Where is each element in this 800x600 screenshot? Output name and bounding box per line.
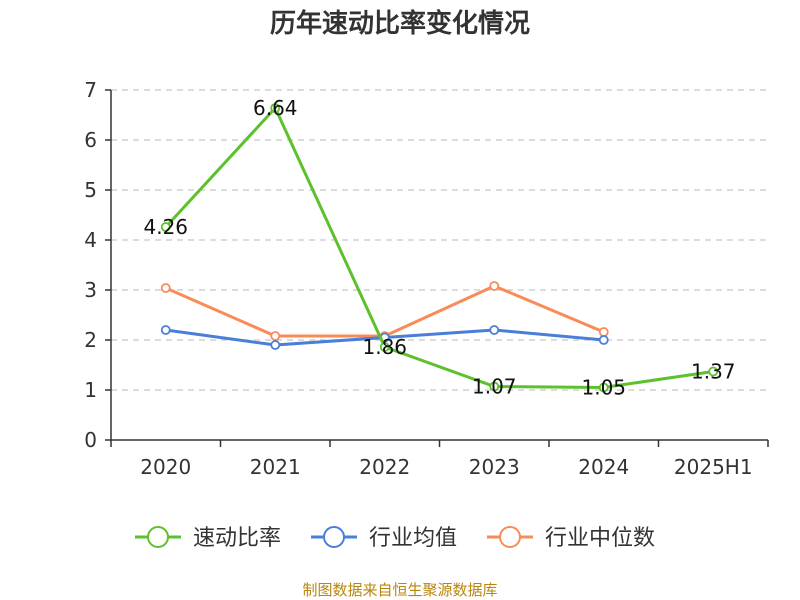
y-tick-label: 6 bbox=[84, 128, 97, 152]
y-tick-label: 7 bbox=[84, 78, 97, 102]
x-tick-label: 2021 bbox=[250, 455, 301, 479]
data-label: 1.05 bbox=[581, 376, 626, 400]
series-2-point bbox=[598, 327, 609, 337]
legend-item[interactable]: 行业中位数 bbox=[487, 526, 655, 551]
x-tick-label: 2020 bbox=[140, 455, 191, 479]
data-label: 4.26 bbox=[143, 215, 188, 239]
legend[interactable]: 速动比率 行业均值 行业中位数 bbox=[135, 526, 655, 551]
series-0-point bbox=[598, 382, 609, 393]
series-0-line bbox=[164, 106, 714, 389]
series-0-point bbox=[708, 366, 719, 377]
x-tick-label: 2024 bbox=[578, 455, 629, 479]
data-label: 1.37 bbox=[691, 360, 736, 384]
legend-item[interactable]: 速动比率 bbox=[135, 526, 281, 551]
series-0-point bbox=[489, 381, 500, 392]
series-2-line bbox=[165, 284, 605, 338]
source-note: 制图数据来自恒生聚源数据库 bbox=[302, 581, 497, 599]
y-tick-label: 0 bbox=[84, 428, 97, 452]
series-group bbox=[160, 103, 719, 393]
series-1-point bbox=[160, 325, 171, 335]
chart-title: 历年速动比率变化情况 bbox=[270, 8, 530, 39]
data-label: 1.07 bbox=[472, 375, 517, 399]
series-2-point bbox=[489, 281, 500, 291]
legend-item[interactable]: 行业均值 bbox=[311, 526, 457, 551]
x-tick-label: 2023 bbox=[469, 455, 520, 479]
legend-swatch-marker bbox=[323, 526, 345, 548]
data-label: 6.64 bbox=[253, 96, 298, 120]
series-2-point bbox=[160, 283, 171, 293]
legend-swatch-marker bbox=[499, 526, 521, 548]
legend-label: 速动比率 bbox=[193, 526, 281, 551]
y-tick-label: 4 bbox=[84, 228, 97, 252]
y-tick-label: 5 bbox=[84, 178, 97, 202]
y-tick-label: 1 bbox=[84, 378, 97, 402]
axes: 0 1 2 3 4 5 6 7 2020 2021 2022 2023 2024 2025H1 bbox=[84, 78, 769, 479]
legend-label: 行业均值 bbox=[369, 526, 457, 551]
series-1-point bbox=[270, 340, 281, 350]
series-1-point bbox=[598, 335, 609, 345]
series-2-point bbox=[270, 331, 281, 341]
legend-swatch-marker bbox=[147, 526, 169, 548]
legend-label: 行业中位数 bbox=[545, 526, 655, 551]
y-tick-label: 2 bbox=[84, 328, 97, 352]
data-labels: 4.26 6.64 1.86 1.07 1.05 1.37 bbox=[143, 96, 735, 400]
y-tick-label: 3 bbox=[84, 278, 97, 302]
data-label: 1.86 bbox=[362, 335, 407, 359]
series-0-point bbox=[270, 103, 281, 113]
series-0-point bbox=[160, 222, 171, 232]
x-tick-label: 2022 bbox=[359, 455, 410, 479]
x-tick-label: 2025H1 bbox=[674, 455, 753, 479]
grid bbox=[111, 89, 768, 391]
series-1-point bbox=[489, 325, 500, 335]
series-0-point bbox=[379, 342, 390, 352]
